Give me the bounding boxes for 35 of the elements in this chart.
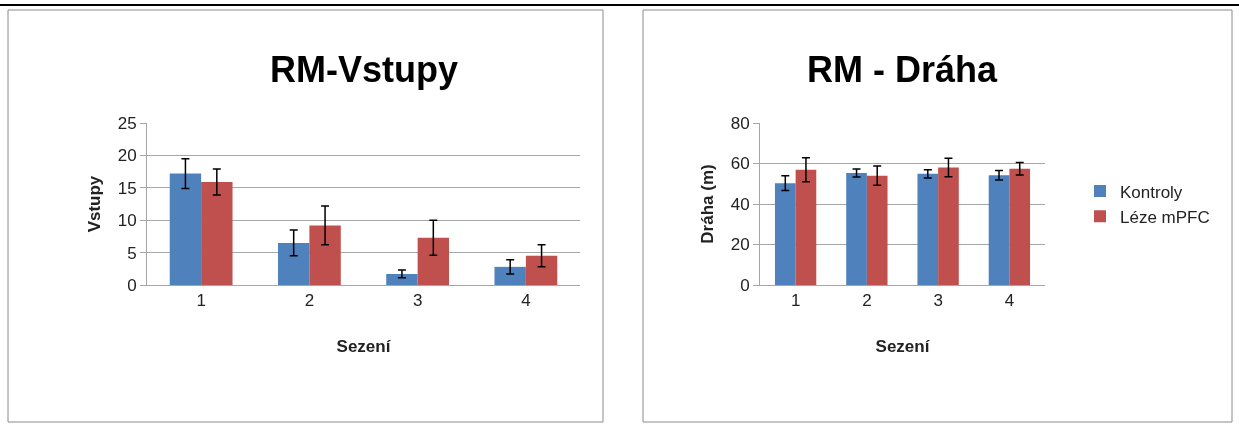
- legend-label: Kontroly: [1120, 182, 1183, 202]
- y-axis-title: Dráha (m): [698, 164, 718, 244]
- x-tick-label: 3: [412, 291, 423, 311]
- x-axis-title: Sezení: [336, 336, 392, 356]
- y-tick-label: 5: [127, 243, 137, 263]
- y-tick-label: 10: [117, 211, 137, 231]
- y-tick-label: 40: [730, 194, 750, 214]
- x-tick-label: 1: [790, 291, 801, 311]
- bar: [309, 225, 341, 285]
- x-tick-label: 2: [862, 291, 872, 311]
- bar: [277, 242, 310, 285]
- bar: [386, 273, 418, 285]
- bar: [169, 173, 202, 285]
- chart-title: RM - Dráha: [807, 49, 998, 90]
- legend-label: Léze mPFC: [1120, 207, 1210, 227]
- y-tick-label: 20: [730, 235, 750, 255]
- x-tick-label: 4: [521, 291, 531, 311]
- x-tick-label: 1: [196, 291, 206, 311]
- bar: [417, 237, 450, 285]
- y-axis-title: Vstupy: [85, 175, 105, 233]
- x-tick-label: 3: [933, 291, 943, 311]
- y-tick-label: 15: [117, 178, 137, 198]
- bar: [494, 266, 526, 285]
- x-axis-title: Sezení: [875, 336, 931, 356]
- y-tick-label: 0: [740, 275, 750, 295]
- y-tick-label: 60: [730, 154, 750, 174]
- x-tick-label: 2: [304, 291, 315, 311]
- y-tick-label: 80: [730, 113, 750, 133]
- bar: [525, 255, 558, 285]
- y-tick-label: 25: [117, 113, 137, 133]
- chart-title: RM-Vstupy: [270, 49, 458, 90]
- x-tick-label: 4: [1004, 291, 1015, 311]
- y-tick-label: 20: [117, 146, 137, 166]
- y-tick-label: 0: [127, 275, 137, 295]
- bar: [201, 181, 233, 285]
